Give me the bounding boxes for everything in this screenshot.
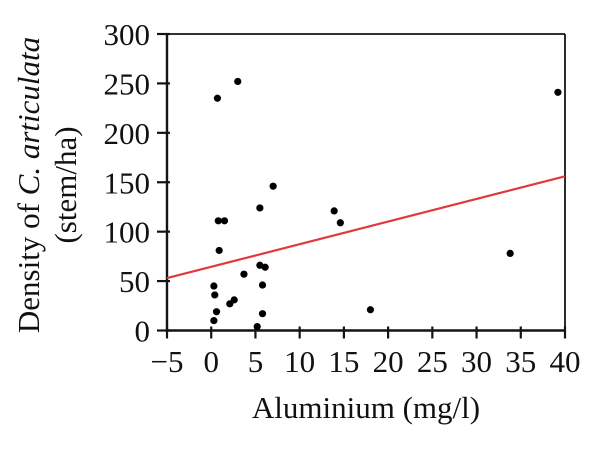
y-tick-label: 300 <box>104 17 151 52</box>
data-point <box>213 94 222 102</box>
data-point <box>261 263 269 271</box>
y-tick-label: 0 <box>135 314 151 349</box>
data-point <box>554 88 562 96</box>
y-tick-label: 250 <box>104 66 151 101</box>
x-tick-label: 25 <box>417 344 448 379</box>
data-point <box>240 270 248 278</box>
y-axis-title-species: C. articulata <box>11 36 46 196</box>
x-tick-label: 15 <box>328 344 359 379</box>
data-point <box>253 322 261 331</box>
y-axis-title-line1: Density of C. articulata <box>11 37 46 333</box>
data-point <box>258 310 267 318</box>
x-tick-label: −5 <box>151 344 184 379</box>
x-tick-label: 30 <box>461 344 492 379</box>
data-point <box>210 317 218 325</box>
x-tick-label: 10 <box>284 344 315 379</box>
y-tick-label: 150 <box>104 165 151 200</box>
data-point <box>506 249 514 258</box>
y-tick-label: 50 <box>119 264 150 299</box>
data-point <box>220 217 229 225</box>
trend-line <box>166 175 566 280</box>
y-tick-label: 200 <box>104 116 151 151</box>
data-point <box>336 219 344 227</box>
data-point <box>230 296 238 304</box>
data-point <box>215 246 223 255</box>
data-point <box>258 281 267 289</box>
y-tick-label: 100 <box>104 215 151 250</box>
data-point <box>366 306 375 314</box>
data-point <box>269 182 277 190</box>
y-axis-title-unit: (stem/ha) <box>48 126 83 244</box>
data-point <box>211 291 219 299</box>
y-axis-title-prefix: Density of <box>11 195 46 334</box>
y-axis-title: Density of C. articulata (stem/ha) <box>10 0 84 425</box>
data-point <box>256 204 264 212</box>
data-point <box>212 308 221 316</box>
x-tick-label: 5 <box>248 344 264 379</box>
x-tick-label: 40 <box>550 344 581 379</box>
data-point <box>214 217 222 225</box>
x-axis-title: Aluminium (mg/l) <box>251 390 481 425</box>
data-point <box>330 207 338 215</box>
x-tick-label: 20 <box>373 344 404 379</box>
x-tick-label: 35 <box>505 344 536 379</box>
x-tick-label: 0 <box>203 344 219 379</box>
data-point <box>234 77 242 86</box>
data-point <box>210 282 218 290</box>
